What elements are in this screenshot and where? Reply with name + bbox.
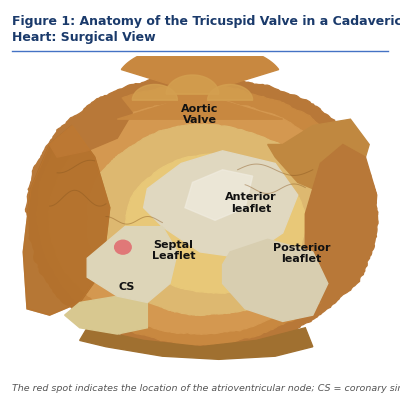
- Text: The red spot indicates the location of the atrioventricular node; CS = coronary : The red spot indicates the location of t…: [12, 384, 400, 393]
- Text: Aortic
Valve: Aortic Valve: [181, 104, 219, 125]
- Text: Anterior
leaflet: Anterior leaflet: [225, 192, 276, 214]
- Polygon shape: [166, 75, 219, 94]
- Polygon shape: [23, 126, 110, 315]
- Text: CS: CS: [118, 282, 135, 292]
- Polygon shape: [132, 84, 178, 100]
- Polygon shape: [144, 151, 298, 258]
- Circle shape: [115, 240, 131, 254]
- Polygon shape: [125, 154, 305, 293]
- Polygon shape: [88, 124, 330, 315]
- Polygon shape: [87, 227, 178, 302]
- Polygon shape: [208, 84, 253, 100]
- Polygon shape: [80, 328, 313, 359]
- Polygon shape: [50, 94, 132, 157]
- Polygon shape: [268, 119, 369, 195]
- Polygon shape: [37, 82, 366, 346]
- Polygon shape: [23, 126, 110, 315]
- Polygon shape: [305, 144, 377, 302]
- Polygon shape: [222, 239, 328, 322]
- Text: Septal
Leaflet: Septal Leaflet: [152, 240, 196, 261]
- Text: Posterior
leaflet: Posterior leaflet: [273, 243, 330, 264]
- Text: Figure 1: Anatomy of the Tricuspid Valve in a Cadaveric
Heart: Surgical View: Figure 1: Anatomy of the Tricuspid Valve…: [12, 15, 400, 44]
- Polygon shape: [117, 43, 283, 119]
- Polygon shape: [26, 74, 378, 354]
- Polygon shape: [65, 296, 147, 334]
- Polygon shape: [48, 100, 351, 334]
- Polygon shape: [185, 170, 253, 220]
